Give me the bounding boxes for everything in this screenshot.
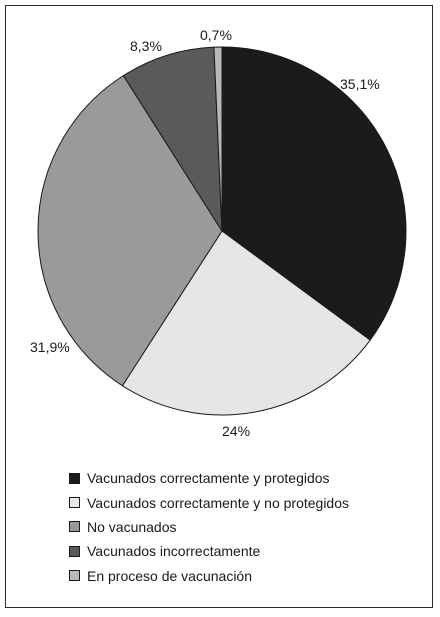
legend-item: No vacunados <box>69 515 349 539</box>
pie-slice <box>121 230 371 416</box>
legend-swatch <box>69 521 80 533</box>
legend: Vacunados correctamente y protegidos Vac… <box>69 466 349 588</box>
legend-swatch <box>69 472 80 484</box>
pie-slice <box>221 46 407 341</box>
pie-slice <box>37 75 223 387</box>
legend-label: Vacunados correctamente y no protegidos <box>87 494 350 511</box>
slice-percent-label: 8,3% <box>130 38 162 54</box>
legend-swatch <box>69 545 80 557</box>
legend-item: En proceso de vacunación <box>69 564 349 588</box>
pie-slices <box>37 46 407 416</box>
slice-percent-label: 31,9% <box>30 339 70 355</box>
legend-item: Vacunados correctamente y protegidos <box>69 466 349 490</box>
slice-percent-label: 35,1% <box>340 76 380 92</box>
legend-item: Vacunados incorrectamente <box>69 539 349 563</box>
pie-slice <box>122 46 223 232</box>
legend-label: No vacunados <box>87 518 177 535</box>
legend-swatch <box>69 497 80 509</box>
pie-slice <box>213 46 223 232</box>
slice-percent-label: 0,7% <box>200 27 232 43</box>
slice-percent-label: 24% <box>222 423 250 439</box>
legend-label: Vacunados correctamente y protegidos <box>87 470 330 487</box>
legend-label: En proceso de vacunación <box>87 567 252 584</box>
legend-swatch <box>69 570 80 582</box>
pie-labels: 35,1% 24% 31,9% 8,3% 0,7% <box>30 27 380 439</box>
legend-label: Vacunados incorrectamente <box>87 543 261 560</box>
legend-item: Vacunados correctamente y no protegidos <box>69 490 349 514</box>
